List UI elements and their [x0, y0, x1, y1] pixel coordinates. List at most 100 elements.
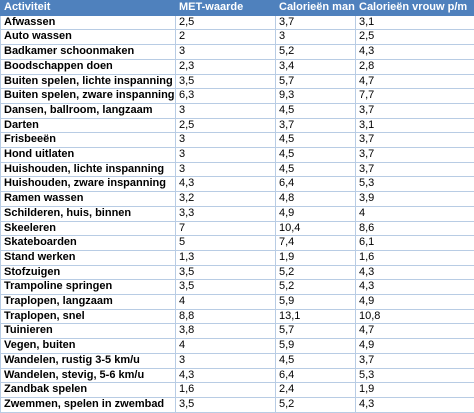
value-cell: 3,1 [356, 15, 474, 30]
value-cell: 6,1 [356, 236, 474, 251]
activity-cell: Badkamer schoonmaken [1, 45, 176, 60]
activity-cell: Ramen wassen [1, 192, 176, 207]
value-cell: 4,5 [276, 162, 356, 177]
activity-cell: Zwemmen, spelen in zwembad [1, 397, 176, 412]
activity-cell: Tuinieren [1, 324, 176, 339]
header-cell: Calorieën man p/m [276, 1, 356, 16]
value-cell: 4,7 [356, 324, 474, 339]
activity-cell: Dansen, ballroom, langzaam [1, 103, 176, 118]
activity-cell: Skateboarden [1, 236, 176, 251]
value-cell: 3,5 [176, 280, 276, 295]
activity-cell: Wandelen, rustig 3-5 km/u [1, 353, 176, 368]
activity-cell: Darten [1, 118, 176, 133]
value-cell: 3 [176, 133, 276, 148]
value-cell: 6,4 [276, 368, 356, 383]
activity-cell: Skeeleren [1, 221, 176, 236]
value-cell: 6,3 [176, 89, 276, 104]
value-cell: 1,9 [276, 250, 356, 265]
value-cell: 5,7 [276, 324, 356, 339]
value-cell: 8,8 [176, 309, 276, 324]
value-cell: 10,4 [276, 221, 356, 236]
value-cell: 1,9 [356, 383, 474, 398]
value-cell: 2 [176, 30, 276, 45]
value-cell: 3 [176, 162, 276, 177]
value-cell: 2,3 [176, 59, 276, 74]
value-cell: 4,3 [176, 368, 276, 383]
value-cell: 5,9 [276, 339, 356, 354]
value-cell: 3 [276, 30, 356, 45]
activity-cell: Stand werken [1, 250, 176, 265]
value-cell: 4,3 [356, 45, 474, 60]
value-cell: 3,7 [276, 118, 356, 133]
value-cell: 4 [176, 339, 276, 354]
value-cell: 2,5 [176, 118, 276, 133]
value-cell: 7,7 [356, 89, 474, 104]
value-cell: 5,3 [356, 368, 474, 383]
value-cell: 3,7 [276, 15, 356, 30]
value-cell: 5 [176, 236, 276, 251]
value-cell: 3,3 [176, 206, 276, 221]
value-cell: 3 [176, 45, 276, 60]
value-cell: 3,1 [356, 118, 474, 133]
value-cell: 4,5 [276, 133, 356, 148]
activity-cell: Boodschappen doen [1, 59, 176, 74]
value-cell: 13,1 [276, 309, 356, 324]
value-cell: 4,7 [356, 74, 474, 89]
activity-cell: Traplopen, langzaam [1, 295, 176, 310]
activity-cell: Hond uitlaten [1, 148, 176, 163]
activity-cell: Trampoline springen [1, 280, 176, 295]
value-cell: 4,5 [276, 353, 356, 368]
activity-cell: Wandelen, stevig, 5-6 km/u [1, 368, 176, 383]
value-cell: 3,4 [276, 59, 356, 74]
value-cell: 3,2 [176, 192, 276, 207]
value-cell: 5,2 [276, 397, 356, 412]
activity-cell: Vegen, buiten [1, 339, 176, 354]
value-cell: 2,5 [356, 30, 474, 45]
value-cell: 3,7 [356, 133, 474, 148]
activity-cell: Huishouden, zware inspanning [1, 177, 176, 192]
activity-cell: Buiten spelen, zware inspanning [1, 89, 176, 104]
value-cell: 9,3 [276, 89, 356, 104]
value-cell: 3 [176, 148, 276, 163]
value-cell: 3,5 [176, 74, 276, 89]
value-cell: 4,3 [176, 177, 276, 192]
value-cell: 2,4 [276, 383, 356, 398]
value-cell: 5,7 [276, 74, 356, 89]
value-cell: 3,7 [356, 162, 474, 177]
value-cell: 4,3 [356, 265, 474, 280]
value-cell: 1,6 [356, 250, 474, 265]
value-cell: 5,9 [276, 295, 356, 310]
value-cell: 3 [176, 353, 276, 368]
value-cell: 4,9 [356, 295, 474, 310]
value-cell: 5,3 [356, 177, 474, 192]
value-cell: 3,5 [176, 265, 276, 280]
value-cell: 10,8 [356, 309, 474, 324]
value-cell: 4,5 [276, 103, 356, 118]
value-cell: 2,8 [356, 59, 474, 74]
value-cell: 4,8 [276, 192, 356, 207]
activity-cell: Zandbak spelen [1, 383, 176, 398]
